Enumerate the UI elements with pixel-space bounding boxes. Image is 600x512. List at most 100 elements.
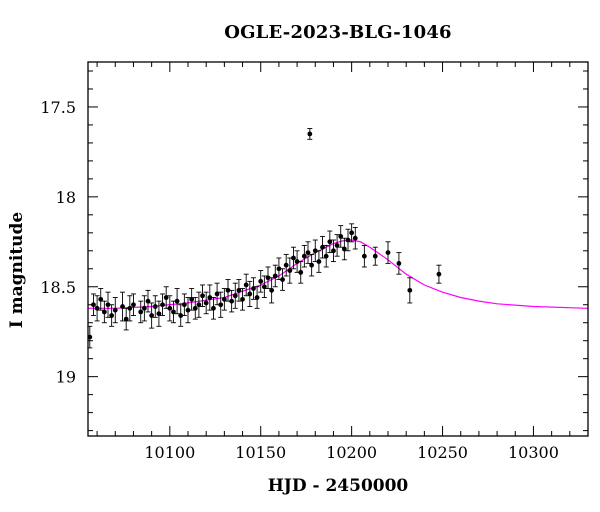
- data-point: [236, 279, 242, 302]
- y-tick-label: 17.5: [40, 98, 76, 117]
- point-marker: [112, 307, 118, 313]
- data-point: [294, 250, 300, 273]
- point-marker: [94, 305, 100, 311]
- point-marker: [192, 305, 198, 311]
- point-marker: [105, 302, 111, 308]
- point-marker: [269, 287, 275, 293]
- point-marker: [276, 266, 282, 272]
- x-tick-label: 10250: [417, 443, 468, 462]
- data-point: [141, 295, 147, 322]
- x-tick-label: 10100: [144, 443, 195, 462]
- point-marker: [338, 234, 344, 239]
- data-points-layer: [87, 128, 442, 349]
- point-marker: [396, 260, 402, 266]
- data-point: [170, 300, 176, 324]
- data-point: [200, 284, 206, 307]
- point-marker: [240, 296, 245, 302]
- data-point: [94, 295, 100, 322]
- data-point: [280, 268, 286, 291]
- point-marker: [167, 305, 173, 311]
- point-marker: [189, 296, 195, 302]
- point-marker: [174, 298, 180, 304]
- point-marker: [211, 305, 216, 311]
- data-point: [167, 295, 173, 322]
- point-marker: [283, 262, 289, 268]
- data-point: [218, 291, 224, 318]
- data-point: [269, 277, 275, 304]
- data-point: [254, 286, 260, 309]
- data-point: [305, 241, 311, 264]
- point-marker: [181, 302, 187, 308]
- data-point: [309, 253, 315, 277]
- data-point: [109, 304, 115, 327]
- data-point: [123, 307, 129, 331]
- data-point: [90, 293, 96, 316]
- data-point: [327, 230, 333, 254]
- point-marker: [385, 250, 391, 255]
- point-marker: [349, 230, 355, 236]
- point-marker: [203, 300, 209, 306]
- data-point: [174, 288, 180, 315]
- data-point: [298, 261, 304, 284]
- data-point: [203, 291, 209, 315]
- point-marker: [160, 302, 165, 308]
- point-marker: [225, 287, 231, 293]
- data-point: [240, 288, 246, 311]
- data-point: [196, 291, 202, 318]
- point-marker: [138, 309, 144, 315]
- y-tick-label: 18.5: [40, 278, 76, 297]
- point-marker: [312, 248, 318, 254]
- point-marker: [407, 287, 413, 293]
- y-axis-label: I magnitude: [7, 211, 27, 329]
- point-marker: [316, 259, 322, 264]
- data-point: [372, 246, 378, 266]
- x-tick-label: 10150: [235, 443, 286, 462]
- data-point: [243, 273, 249, 297]
- point-marker: [280, 277, 285, 282]
- point-marker: [91, 302, 96, 308]
- point-marker: [307, 131, 313, 137]
- point-marker: [294, 259, 300, 264]
- plot-frame: [87, 61, 589, 437]
- data-point: [312, 239, 318, 263]
- data-point: [127, 295, 133, 322]
- data-point: [229, 289, 235, 313]
- point-marker: [145, 298, 151, 304]
- data-point: [316, 250, 322, 273]
- axis-ticks: [88, 62, 589, 436]
- data-point: [349, 223, 355, 243]
- data-point: [330, 239, 336, 263]
- data-point: [436, 264, 442, 284]
- data-point: [152, 295, 158, 318]
- point-marker: [251, 286, 256, 291]
- point-marker: [341, 246, 347, 252]
- point-marker: [372, 253, 378, 259]
- data-point: [149, 302, 155, 329]
- data-point: [120, 291, 126, 322]
- point-marker: [327, 239, 333, 245]
- point-marker: [352, 235, 358, 241]
- point-marker: [298, 269, 304, 275]
- point-marker: [127, 305, 133, 311]
- point-marker: [185, 307, 191, 313]
- point-marker: [156, 311, 162, 317]
- point-marker: [214, 291, 220, 297]
- model-curve-layer: [88, 239, 589, 309]
- axis-tick-labels: 10100 10150 10200 10250 10300 17.5 18 18.5 19: [40, 98, 559, 462]
- data-point: [105, 291, 111, 318]
- x-axis-label: HJD - 2450000: [267, 476, 409, 496]
- point-marker: [291, 255, 296, 261]
- data-point: [207, 284, 213, 311]
- point-marker: [131, 302, 136, 308]
- data-point: [101, 300, 107, 324]
- x-tick-label: 10300: [508, 443, 559, 462]
- data-point: [250, 277, 256, 300]
- point-marker: [221, 296, 227, 302]
- point-marker: [247, 291, 253, 297]
- data-point: [98, 288, 104, 311]
- data-point: [189, 288, 195, 311]
- point-marker: [309, 262, 315, 268]
- point-marker: [265, 275, 271, 281]
- data-point: [352, 226, 358, 250]
